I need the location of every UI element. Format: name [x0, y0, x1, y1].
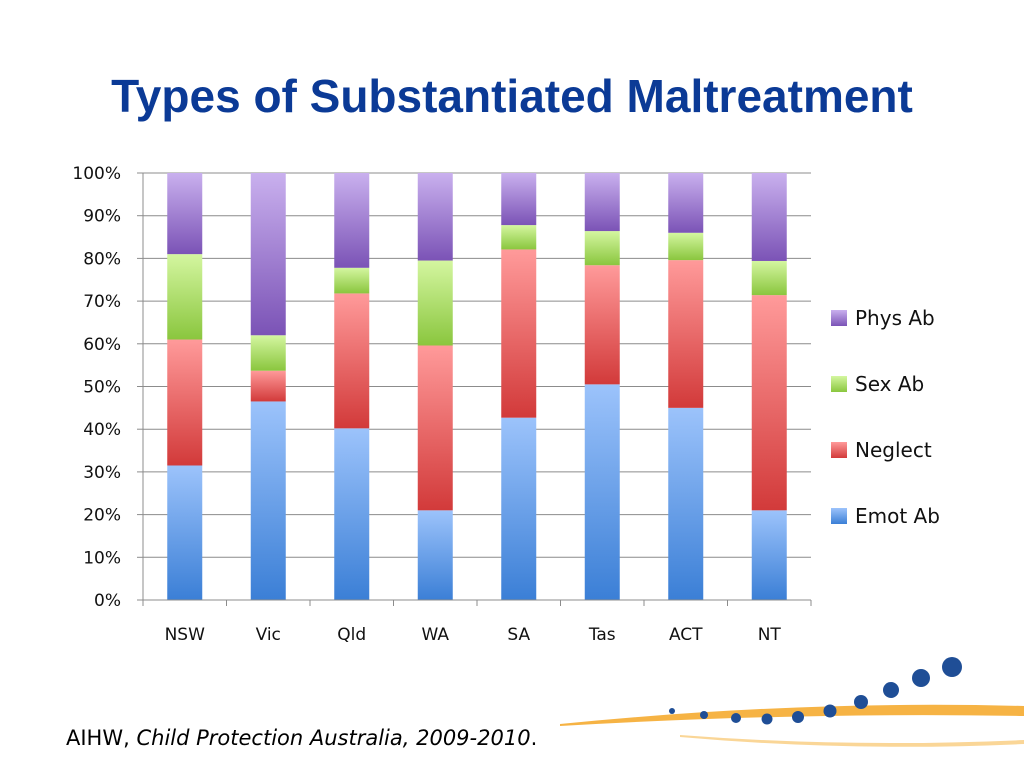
- legend-label: Phys Ab: [855, 306, 935, 330]
- x-tick-label: ACT: [669, 625, 703, 645]
- bar-qld-emot-ab: [334, 428, 370, 600]
- decor-dot: [823, 704, 837, 718]
- x-axis-tick-labels: NSW Vic Qld WA SA Tas ACT NT: [165, 625, 782, 645]
- y-tick-label: 90%: [83, 207, 121, 227]
- legend-label: Sex Ab: [855, 372, 924, 396]
- bar-tas-neglect: [584, 265, 620, 385]
- bar-nt-sex-ab: [751, 260, 787, 296]
- decor-dot: [669, 708, 675, 714]
- bar-wa-phys-ab: [417, 173, 453, 261]
- legend: Phys Ab Sex Ab Neglect Emot Ab: [831, 306, 940, 528]
- y-tick-label: 30%: [83, 463, 121, 483]
- y-axis-tick-labels: 0% 10% 20% 30% 40% 50% 60% 70% 80% 90% 100%: [72, 164, 121, 611]
- decor-dot: [761, 713, 773, 725]
- x-tick-label: Qld: [337, 625, 366, 645]
- bar-wa-sex-ab: [417, 260, 453, 346]
- decor-dot: [854, 695, 868, 709]
- decor-dot: [792, 711, 804, 723]
- y-tick-label: 10%: [83, 548, 121, 568]
- bar-sa-sex-ab: [501, 225, 537, 250]
- grid-lines: [137, 172, 811, 601]
- source-citation: AIHW, Child Protection Australia, 2009-2…: [66, 726, 537, 750]
- bar-nsw-emot-ab: [167, 465, 203, 600]
- bar-act-neglect: [668, 260, 704, 408]
- bar-tas-emot-ab: [584, 384, 620, 600]
- decor-dot: [942, 657, 962, 677]
- bar-sa-neglect: [501, 249, 537, 418]
- legend-label: Emot Ab: [855, 504, 940, 528]
- legend-swatch: [831, 508, 847, 524]
- bar-vic-phys-ab: [250, 173, 286, 336]
- decor-dot: [731, 713, 741, 723]
- y-tick-label: 0%: [94, 591, 121, 611]
- bar-sa-emot-ab: [501, 417, 537, 600]
- bar-qld-neglect: [334, 293, 370, 429]
- y-tick-label: 20%: [83, 506, 121, 526]
- x-tick-label: Vic: [256, 625, 281, 645]
- decor-dot: [912, 669, 930, 687]
- citation-publication: Child Protection Australia, 2009-2010: [136, 726, 531, 750]
- bar-act-phys-ab: [668, 173, 704, 233]
- bar-sa-phys-ab: [501, 173, 537, 226]
- legend-label: Neglect: [855, 438, 932, 462]
- x-tick-label: Tas: [588, 625, 616, 645]
- bar-vic-sex-ab: [250, 335, 286, 371]
- bar-qld-sex-ab: [334, 267, 370, 294]
- bar-nt-emot-ab: [751, 510, 787, 600]
- x-tick-label: NSW: [165, 625, 206, 645]
- bar-nt-neglect: [751, 295, 787, 511]
- y-tick-label: 70%: [83, 292, 121, 312]
- legend-swatch: [831, 376, 847, 392]
- bar-act-emot-ab: [668, 407, 704, 600]
- orange-swoosh: [560, 704, 1024, 726]
- bar-act-sex-ab: [668, 232, 704, 261]
- bar-nsw-neglect: [167, 339, 203, 466]
- x-tick-label: WA: [421, 625, 449, 645]
- bar-tas-sex-ab: [584, 231, 620, 266]
- bar-tas-phys-ab: [584, 173, 620, 232]
- orange-swoosh-tail: [680, 735, 1024, 747]
- legend-swatch: [831, 310, 847, 326]
- legend-swatch: [831, 442, 847, 458]
- decorative-swoosh-logo: [560, 657, 1024, 747]
- bar-vic-emot-ab: [250, 401, 286, 600]
- decor-dot: [883, 682, 899, 698]
- slide-title: Types of Substantiated Maltreatment: [111, 70, 913, 122]
- bar-nsw-phys-ab: [167, 173, 203, 255]
- y-tick-label: 40%: [83, 420, 121, 440]
- y-tick-label: 80%: [83, 249, 121, 269]
- bar-qld-phys-ab: [334, 173, 370, 268]
- y-tick-label: 50%: [83, 378, 121, 398]
- y-tick-label: 60%: [83, 335, 121, 355]
- bar-wa-neglect: [417, 345, 453, 511]
- citation-source: AIHW,: [66, 726, 137, 750]
- y-tick-label: 100%: [72, 164, 121, 184]
- bar-vic-neglect: [250, 370, 286, 402]
- x-tick-label: NT: [758, 625, 782, 645]
- citation-end: .: [530, 726, 538, 750]
- bar-wa-emot-ab: [417, 510, 453, 600]
- bars: [167, 173, 787, 600]
- bar-nt-phys-ab: [751, 173, 787, 261]
- x-tick-label: SA: [507, 625, 530, 645]
- x-axis: [142, 599, 812, 606]
- decor-dot: [700, 711, 708, 719]
- bar-nsw-sex-ab: [167, 254, 203, 340]
